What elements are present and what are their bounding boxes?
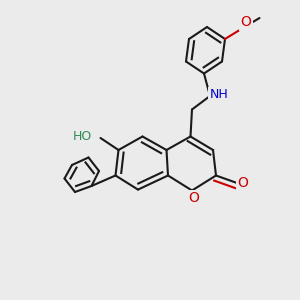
Text: HO: HO xyxy=(72,130,92,143)
Text: O: O xyxy=(188,191,199,205)
Text: O: O xyxy=(241,16,251,29)
Text: NH: NH xyxy=(210,88,228,101)
Text: O: O xyxy=(238,176,248,190)
